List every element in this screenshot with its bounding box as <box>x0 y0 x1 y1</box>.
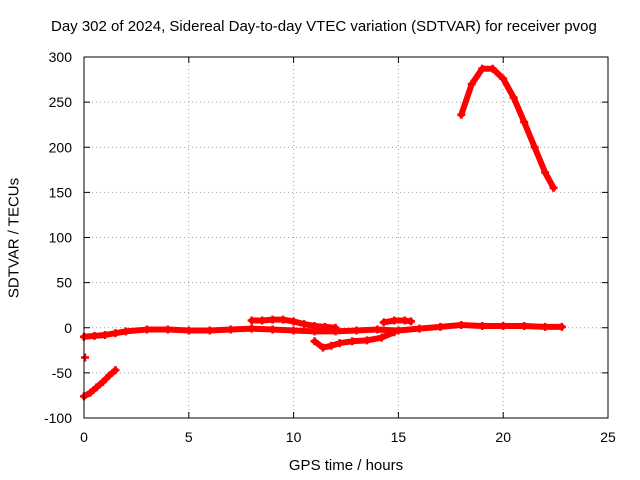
data-point <box>379 318 388 327</box>
y-tick-label: 200 <box>49 139 73 155</box>
data-point <box>335 339 344 348</box>
data-point <box>100 330 109 339</box>
data-point <box>331 323 340 332</box>
data-point <box>121 327 130 336</box>
data-point <box>373 325 382 334</box>
data-point <box>478 64 487 73</box>
series-mid-negative-arc <box>310 328 399 352</box>
data-point <box>390 328 399 337</box>
data-point <box>509 93 518 102</box>
data-point <box>289 326 298 335</box>
y-tick-label: 150 <box>49 184 73 200</box>
data-point <box>457 321 466 330</box>
data-point <box>279 315 288 324</box>
data-series <box>80 64 566 401</box>
data-point <box>377 333 386 342</box>
series-high-arc <box>457 64 558 192</box>
x-tick-label: 10 <box>286 429 302 445</box>
data-point <box>541 168 550 177</box>
y-axis-label: SDTVAR / TECUs <box>5 177 23 299</box>
data-point <box>390 316 399 325</box>
y-tick-label: 0 <box>64 320 72 336</box>
data-point <box>457 110 466 119</box>
y-tick-label: 250 <box>49 94 73 110</box>
data-point <box>247 324 256 333</box>
y-tick-label: 100 <box>49 230 73 246</box>
data-point <box>557 322 566 331</box>
y-tick-label: -100 <box>44 410 72 426</box>
series-early-low-arc <box>80 366 120 401</box>
data-point <box>348 337 357 346</box>
x-tick-label: 20 <box>495 429 511 445</box>
data-point <box>142 325 151 334</box>
data-point <box>310 337 319 346</box>
data-point <box>478 321 487 330</box>
data-point <box>247 316 256 325</box>
x-tick-label: 25 <box>600 429 616 445</box>
data-point <box>321 322 330 331</box>
data-point <box>541 322 550 331</box>
y-tick-label: 50 <box>56 275 72 291</box>
data-point <box>92 383 101 392</box>
data-point <box>327 341 336 350</box>
data-point <box>499 74 508 83</box>
data-point <box>318 343 327 352</box>
data-point <box>406 317 415 326</box>
plot-frame <box>83 56 609 419</box>
x-tick-label: 0 <box>80 429 88 445</box>
data-point <box>488 64 497 73</box>
series-line <box>458 65 557 191</box>
data-point <box>362 336 371 345</box>
data-point <box>86 388 95 397</box>
data-point <box>268 315 277 324</box>
data-point <box>310 321 319 330</box>
series-isolated-point <box>81 353 90 362</box>
grid-lines <box>84 57 608 418</box>
x-tick-label: 5 <box>185 429 193 445</box>
data-point <box>184 326 193 335</box>
data-point <box>268 325 277 334</box>
data-point <box>226 325 235 334</box>
data-point <box>105 371 114 380</box>
y-tick-label: -50 <box>52 365 72 381</box>
data-point <box>415 324 424 333</box>
data-point <box>467 80 476 89</box>
data-point <box>81 353 90 362</box>
data-point <box>111 366 120 375</box>
data-point <box>520 117 529 126</box>
data-point <box>436 322 445 331</box>
series-short-segment-15 <box>379 316 415 327</box>
data-point <box>163 325 172 334</box>
data-point <box>549 183 558 192</box>
x-tick-label: 15 <box>391 429 407 445</box>
data-point <box>98 377 107 386</box>
data-point <box>499 321 508 330</box>
chart-title: Day 302 of 2024, Sidereal Day-to-day VTE… <box>51 18 597 35</box>
data-point <box>520 321 529 330</box>
data-point <box>205 326 214 335</box>
axis-ticks: 0 5 10 15 20 25 -100 -50 0 50 100 150 200 250 300 <box>44 49 616 445</box>
data-point <box>258 316 267 325</box>
data-point <box>352 326 361 335</box>
x-axis-label: GPS time / hours <box>288 457 404 474</box>
data-point <box>90 331 99 340</box>
series-baseline-main <box>80 321 566 341</box>
series-hump-8-to-12 <box>247 315 340 332</box>
data-point <box>300 320 309 329</box>
data-point <box>111 329 120 338</box>
data-point <box>530 143 539 152</box>
y-tick-label: 300 <box>49 49 73 65</box>
data-point <box>289 317 298 326</box>
